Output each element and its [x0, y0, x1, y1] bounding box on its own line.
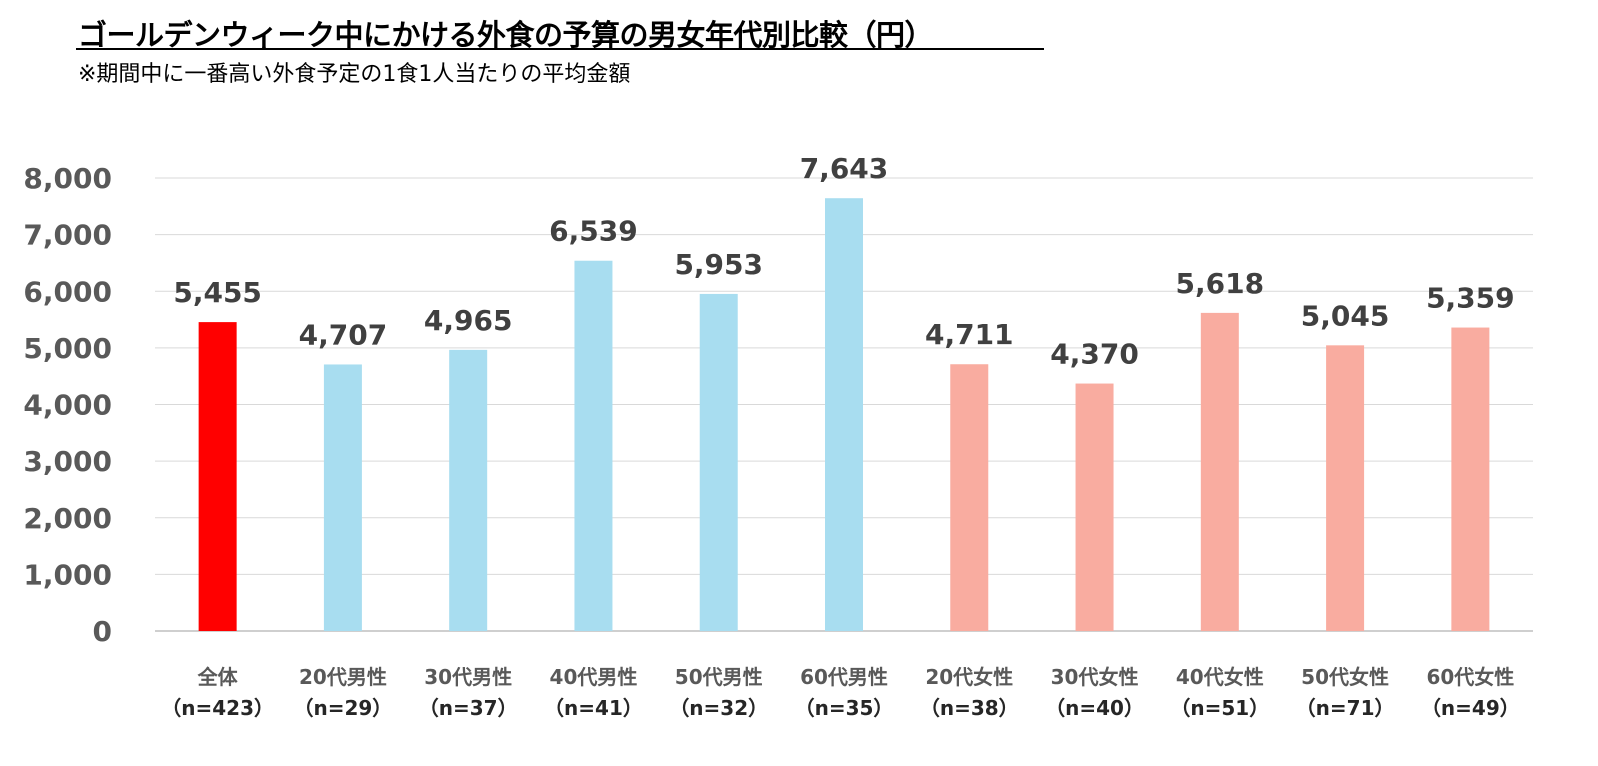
y-tick-label: 2,000 — [23, 502, 112, 535]
category-sample-size: （n=37） — [419, 696, 518, 720]
bar — [1451, 327, 1490, 631]
value-label: 4,965 — [424, 304, 513, 337]
category-sample-size: （n=32） — [669, 696, 768, 720]
bar — [574, 260, 613, 631]
category-label: 全体 — [197, 665, 239, 689]
bars — [198, 198, 1490, 631]
bar — [323, 364, 362, 631]
x-axis-categories: 全体 （n=423） 20代男性 （n=29） 30代男性 （n=37） 40代男性 （n=4… — [161, 665, 1520, 720]
category-sample-size: （n=51） — [1170, 696, 1269, 720]
y-tick-label: 7,000 — [23, 219, 112, 252]
category-label: 40代女性 — [1176, 665, 1264, 689]
bar — [198, 322, 237, 631]
category-sample-size: （n=35） — [795, 696, 894, 720]
category-sample-size: （n=41） — [544, 696, 643, 720]
category-sample-size: （n=38） — [920, 696, 1019, 720]
y-tick-label: 4,000 — [23, 389, 112, 422]
bar — [950, 364, 989, 631]
category-sample-size: （n=71） — [1296, 696, 1395, 720]
y-axis-ticks: 0 1,000 2,000 3,000 4,000 5,000 6,000 7,000 8,00… — [23, 162, 112, 648]
category-sample-size: （n=49） — [1421, 696, 1520, 720]
category-sample-size: （n=423） — [161, 696, 274, 720]
bar — [449, 349, 488, 631]
y-tick-label: 3,000 — [23, 445, 112, 478]
category-sample-size: （n=29） — [293, 696, 392, 720]
category-label: 50代男性 — [675, 665, 763, 689]
bar — [825, 198, 863, 631]
bar — [1075, 383, 1114, 631]
chart-subtitle: ※期間中に一番高い外食予定の1食1人当たりの平均金額 — [78, 62, 631, 87]
chart-title: ゴールデンウィーク中にかける外食の予算の男女年代別比較（円） — [78, 18, 934, 52]
value-label: 6,539 — [549, 215, 638, 248]
category-label: 20代女性 — [925, 665, 1013, 689]
y-tick-label: 8,000 — [23, 162, 112, 195]
value-labels: 5,455 4,707 4,965 6,539 5,953 7,643 4,711 4,370… — [173, 152, 1514, 370]
category-label: 30代男性 — [424, 665, 512, 689]
category-label: 60代女性 — [1426, 665, 1514, 689]
category-label: 30代女性 — [1051, 665, 1139, 689]
value-label: 4,707 — [299, 318, 388, 351]
value-label: 5,359 — [1426, 282, 1515, 315]
category-label: 50代女性 — [1301, 665, 1389, 689]
bar — [1200, 312, 1239, 631]
value-label: 4,711 — [925, 318, 1014, 351]
value-label: 5,455 — [173, 276, 262, 309]
category-label: 20代男性 — [299, 665, 387, 689]
value-label: 5,045 — [1301, 299, 1390, 332]
category-label: 60代男性 — [800, 665, 888, 689]
y-tick-label: 5,000 — [23, 332, 112, 365]
y-tick-label: 1,000 — [23, 558, 112, 591]
y-tick-label: 0 — [93, 615, 112, 648]
bar — [1326, 345, 1365, 631]
value-label: 5,618 — [1176, 267, 1265, 300]
value-label: 7,643 — [800, 152, 889, 185]
category-label: 40代男性 — [550, 665, 638, 689]
y-tick-label: 6,000 — [23, 275, 112, 308]
value-label: 4,370 — [1050, 338, 1139, 371]
category-sample-size: （n=40） — [1045, 696, 1144, 720]
title-underline — [76, 48, 1044, 50]
bar — [699, 293, 738, 631]
value-label: 5,953 — [674, 248, 763, 281]
